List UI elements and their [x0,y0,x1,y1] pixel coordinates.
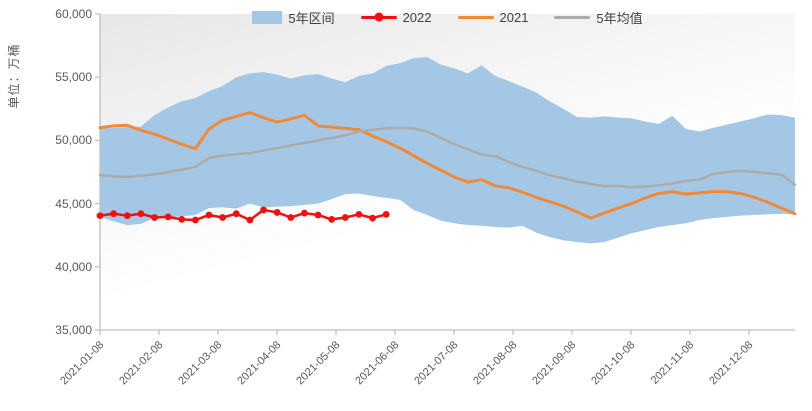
marker-2022 [219,214,227,221]
line-swatch-icon [360,12,397,22]
line-swatch-icon [554,15,591,19]
legend-label: 2022 [402,9,432,25]
legend-label: 2021 [499,9,529,25]
marker-2022 [232,210,240,218]
marker-2022 [96,212,104,220]
marker-2022 [369,214,376,222]
legend-2022: 2022 [360,9,432,25]
line-2021 [98,111,797,220]
y-tick-label: 60,000 [55,7,92,21]
y-tick-label: 35,000 [55,323,92,337]
marker-2022 [246,216,254,224]
y-axis-title: 单位：万桶 [7,43,21,109]
band-5yr-range [100,56,795,244]
marker-2022 [137,210,145,218]
line-swatch-icon [457,15,494,19]
marker-2022 [110,210,118,218]
marker-2022 [178,216,186,223]
y-tick-label: 50,000 [55,133,92,148]
legend-5yr-mean: 5年均值 [554,8,643,27]
marker-2022 [341,214,349,221]
y-tick-label: 55,000 [55,70,92,85]
marker-2022 [382,210,390,218]
marker-2022 [287,214,295,221]
legend-2021: 2021 [457,9,529,25]
marker-2022 [123,212,131,220]
marker-2022 [328,216,336,223]
line-2022 [98,208,388,222]
band-swatch-icon [252,10,283,24]
legend-label: 5年均值 [596,10,643,26]
marker-2022 [273,209,281,216]
marker-2022 [301,209,308,217]
marker-2022 [355,210,363,218]
legend-band-5yr-range: 5年区间 [252,8,335,27]
y-tick-label: 45,000 [55,196,92,211]
marker-2022 [164,213,172,221]
marker-2022 [191,216,199,224]
y-tick-label: 40,000 [55,259,92,274]
legend-label: 5年区间 [288,10,335,26]
marker-2022 [314,211,322,219]
chart-legend: 5年区间 2022 2021 5年均值 [100,7,795,27]
line-5yr-mean [98,126,797,189]
marker-2022 [151,214,158,221]
marker-2022 [260,206,267,214]
marker-2022 [205,211,213,219]
marker-dot-icon [374,12,384,22]
